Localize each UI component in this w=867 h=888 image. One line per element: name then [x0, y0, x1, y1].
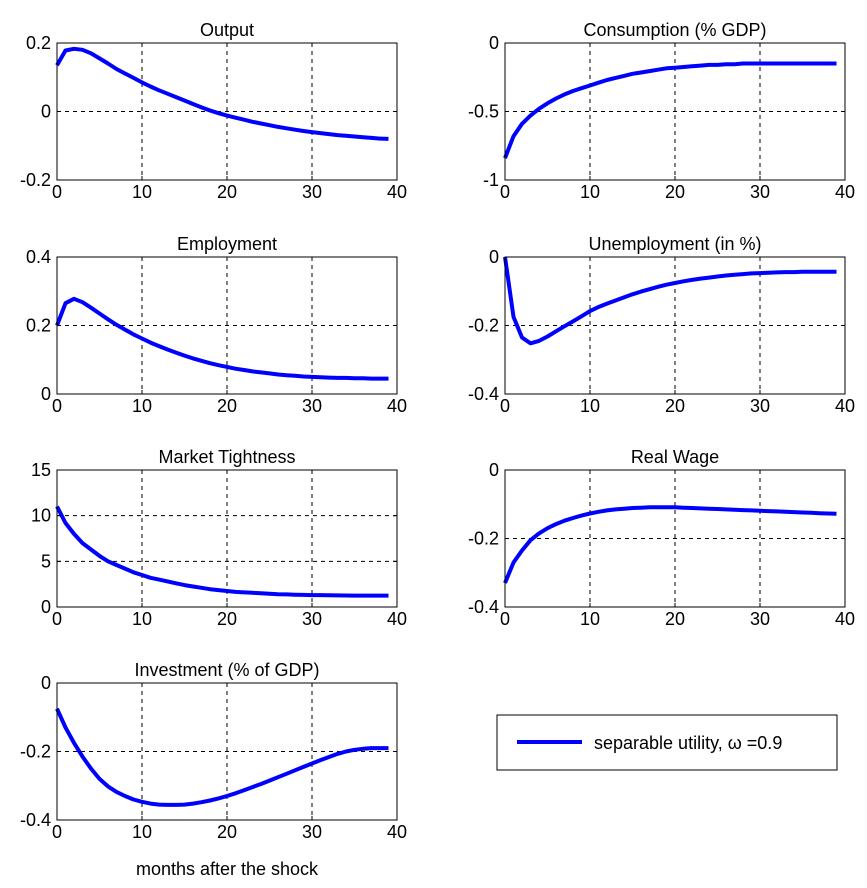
subplot-4: 0 10 20 30 40 -0.4 -0.2 0 Unemployment (in %) [468, 234, 855, 416]
subplot-title: Investment (% of GDP) [134, 660, 319, 680]
x-tick-label: 20 [665, 182, 685, 202]
plot-area [57, 470, 397, 607]
x-tick-label: 10 [132, 182, 152, 202]
y-tick-label: -0.2 [468, 316, 499, 336]
series-line-1 [55, 505, 389, 598]
legend-entry-label: separable utility, ω =0.9 [594, 733, 782, 753]
x-tick-label: 30 [750, 182, 770, 202]
y-tick-label: 0 [489, 33, 499, 53]
x-tick-label: 10 [580, 396, 600, 416]
subplot-title: Market Tightness [158, 447, 295, 467]
x-tick-label: 0 [500, 396, 510, 416]
series-line-1 [503, 61, 837, 159]
x-tick-label: 40 [835, 609, 855, 629]
x-tick-label: 40 [387, 182, 407, 202]
x-tick-label: 20 [217, 822, 237, 842]
x-tick-label: 30 [750, 609, 770, 629]
x-tick-label: 20 [665, 396, 685, 416]
y-tick-label: 15 [31, 460, 51, 480]
y-tick-label: -0.4 [468, 384, 499, 404]
x-tick-label: 40 [387, 822, 407, 842]
y-tick-label: -0.4 [468, 597, 499, 617]
x-tick-label: 40 [835, 396, 855, 416]
subplot-title: Output [200, 20, 254, 40]
y-tick-label: -0.5 [468, 102, 499, 122]
x-tick-label: 40 [387, 396, 407, 416]
legend: separable utility, ω =0.9 [496, 714, 838, 771]
subplot-title: Real Wage [631, 447, 719, 467]
y-tick-label: -0.2 [20, 170, 51, 190]
x-tick-label: 0 [52, 822, 62, 842]
y-tick-label: 0.2 [26, 316, 51, 336]
x-tick-label: 30 [302, 396, 322, 416]
series-line-1 [55, 46, 389, 141]
y-tick-label: -1 [483, 170, 499, 190]
x-tick-label: 0 [52, 396, 62, 416]
x-tick-label: 10 [580, 609, 600, 629]
y-tick-label: 0 [489, 247, 499, 267]
x-tick-label: 10 [132, 609, 152, 629]
subplot-title: Unemployment (in %) [588, 234, 761, 254]
subplot-title: Employment [177, 234, 277, 254]
y-tick-label: 0.4 [26, 247, 51, 267]
y-tick-label: 5 [41, 551, 51, 571]
y-tick-label: 0 [41, 673, 51, 693]
y-tick-label: 0.2 [26, 33, 51, 53]
subplot-5: 0 10 20 30 40 0 5 10 15 Market Tightness [31, 447, 407, 629]
x-tick-label: 10 [580, 182, 600, 202]
subplot-3: 0 10 20 30 40 0 0.2 0.4 Employment [26, 234, 407, 416]
subplot-title: Consumption (% GDP) [583, 20, 766, 40]
x-tick-label: 20 [217, 182, 237, 202]
x-tick-label: 30 [302, 822, 322, 842]
x-tick-label: 20 [217, 609, 237, 629]
y-tick-label: 0 [41, 384, 51, 404]
x-tick-label: 0 [52, 609, 62, 629]
y-tick-label: 10 [31, 506, 51, 526]
y-tick-label: 0 [41, 102, 51, 122]
series-line-1 [55, 707, 389, 807]
x-tick-label: 30 [750, 396, 770, 416]
subplot-2: 0 10 20 30 40 -1 -0.5 0 Consumption (% GDP) [468, 20, 855, 202]
series-line-1 [503, 505, 837, 584]
x-tick-label: 40 [387, 609, 407, 629]
x-tick-label: 20 [217, 396, 237, 416]
x-tick-label: 0 [52, 182, 62, 202]
y-tick-label: -0.4 [20, 810, 51, 830]
subplot-6: 0 10 20 30 40 -0.4 -0.2 0 Real Wage [468, 447, 855, 629]
x-tick-label: 0 [500, 182, 510, 202]
x-tick-label: 20 [665, 609, 685, 629]
subplot-7: 0 10 20 30 40 -0.4 -0.2 0 Investment (% of GDP) [20, 660, 407, 842]
y-tick-label: 0 [489, 460, 499, 480]
x-axis-label: months after the shock [136, 859, 319, 879]
series-line-1 [55, 296, 389, 381]
x-tick-label: 0 [500, 609, 510, 629]
x-tick-label: 40 [835, 182, 855, 202]
y-tick-label: 0 [41, 597, 51, 617]
x-tick-label: 10 [132, 396, 152, 416]
y-tick-label: -0.2 [20, 742, 51, 762]
series-line-1 [503, 256, 837, 346]
x-tick-label: 10 [132, 822, 152, 842]
y-tick-label: -0.2 [468, 529, 499, 549]
x-tick-label: 30 [302, 182, 322, 202]
x-tick-label: 30 [302, 609, 322, 629]
